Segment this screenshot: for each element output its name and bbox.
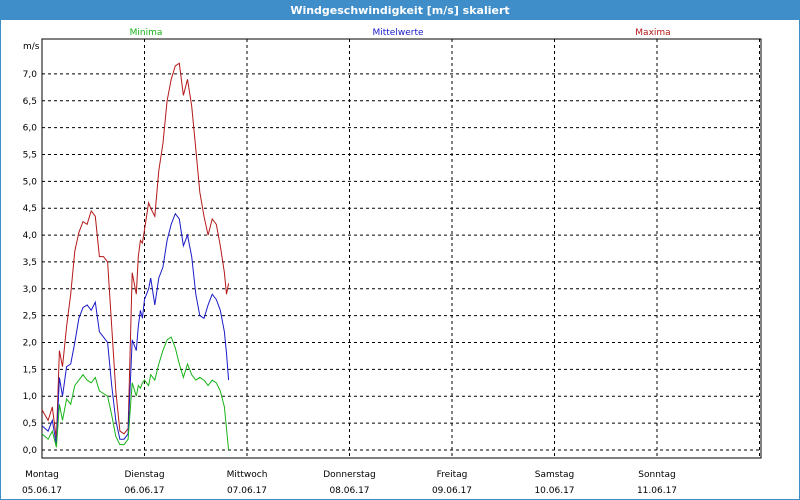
x-day-date: 05.06.17 [22,486,62,496]
y-tick-label: 7,0 [23,70,38,80]
x-day-date: 10.06.17 [534,486,574,496]
x-day-name: Dienstag [124,470,164,480]
y-tick-label: 1,0 [23,392,38,402]
x-day-name: Samstag [535,470,574,480]
x-day-name: Freitag [437,470,468,480]
plot-frame [41,38,762,459]
series-lines [41,62,230,450]
legend-mean: Mittelwerte [372,28,423,38]
y-tick-label: 6,0 [23,124,38,134]
legend-max: Maxima [635,28,670,38]
y-tick-label: 0,5 [23,419,37,429]
grid-lines [41,38,762,459]
y-tick-label: 0,0 [23,446,38,456]
y-tick-label: 2,0 [23,339,38,349]
y-tick-label: 3,0 [23,285,38,295]
x-day-name: Sonntag [638,470,675,480]
y-tick-label: 5,0 [23,177,38,187]
y-tick-label: 5,5 [23,150,37,160]
y-tick-label: 1,5 [23,365,37,375]
series-line-mean [41,212,230,445]
y-tick-label: 4,0 [23,231,38,241]
legend-min: Minima [130,28,163,38]
axis-labels: 0,0 0,5 1,0 1,5 2,0 2,5 3,0 3,5 4,0 4,5 5,0 5,5 6,0 6… [22,28,677,496]
y-axis-unit: m/s [23,42,40,52]
x-day-name: Montag [25,470,59,480]
x-day-date: 09.06.17 [432,486,472,496]
y-tick-label: 6,5 [23,97,37,107]
y-tick-label: 4,5 [23,204,37,214]
x-day-date: 11.06.17 [637,486,677,496]
x-day-name: Donnerstag [323,470,376,480]
series-line-max [41,62,230,440]
x-day-name: Mittwoch [227,470,268,480]
x-day-date: 07.06.17 [227,486,267,496]
x-day-date: 06.06.17 [124,486,164,496]
series-line-min [41,336,230,450]
y-tick-label: 2,5 [23,312,37,322]
y-tick-label: 3,5 [23,258,37,268]
x-day-date: 08.06.17 [329,486,369,496]
window-title: Windgeschwindigkeit [m/s] skaliert [1,1,799,20]
